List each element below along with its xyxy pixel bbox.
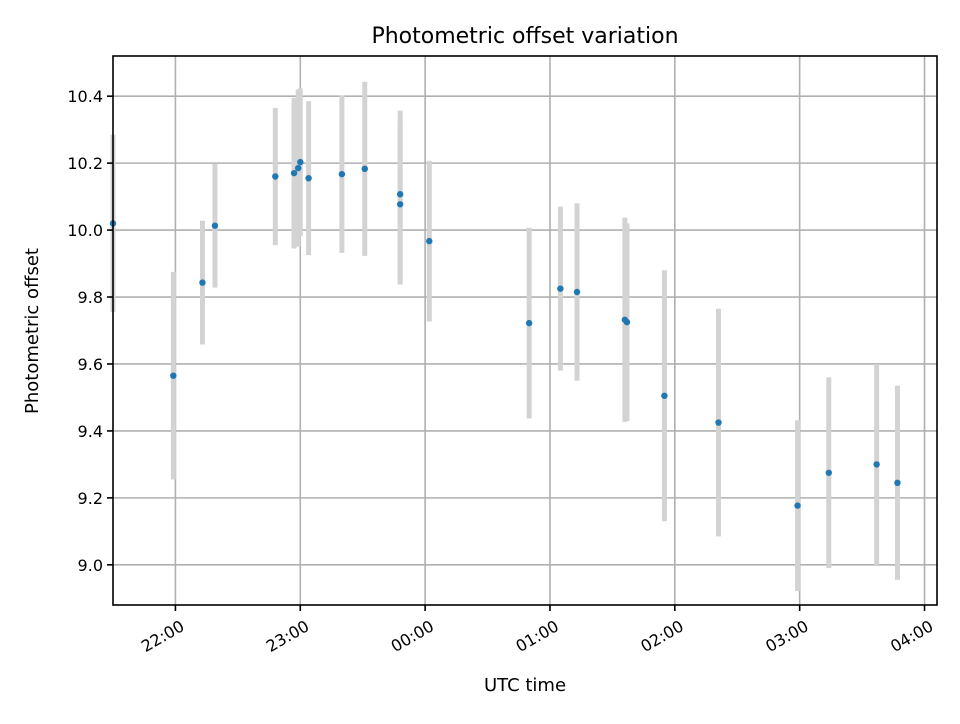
y-tick-label: 9.6 [78,355,103,374]
data-point [426,237,433,245]
y-tick-label: 9.8 [78,288,103,307]
data-point [305,174,312,182]
data-point [338,170,346,178]
y-tick-label: 10.0 [67,221,103,240]
data-point [825,469,832,476]
data-point [294,164,302,172]
data-point [396,201,404,208]
data-point [525,319,533,327]
data-point [170,372,177,379]
y-tick-label: 9.2 [78,489,103,508]
data-point [557,285,564,292]
y-tick-label: 10.4 [67,87,103,106]
data-point [290,169,298,177]
chart-title: Photometric offset variation [371,24,678,49]
data-point [661,392,668,399]
data-point [199,279,206,286]
y-tick-label: 9.0 [78,556,103,575]
data-point [715,419,722,426]
data-point [211,222,219,229]
data-point [794,502,801,509]
plot-frame [112,55,938,606]
data-point [272,173,279,180]
data-point [361,165,368,173]
y-tick-label: 9.4 [78,422,103,441]
data-point [573,288,581,296]
data-point [873,461,880,468]
x-axis-label: UTC time [484,675,566,696]
data-point [297,158,304,166]
data-point [396,191,404,198]
data-points [109,158,901,509]
y-axis-label: Photometric offset [22,248,43,414]
data-point [623,318,631,326]
y-tick-label: 10.2 [67,154,103,173]
data-point [894,479,901,487]
